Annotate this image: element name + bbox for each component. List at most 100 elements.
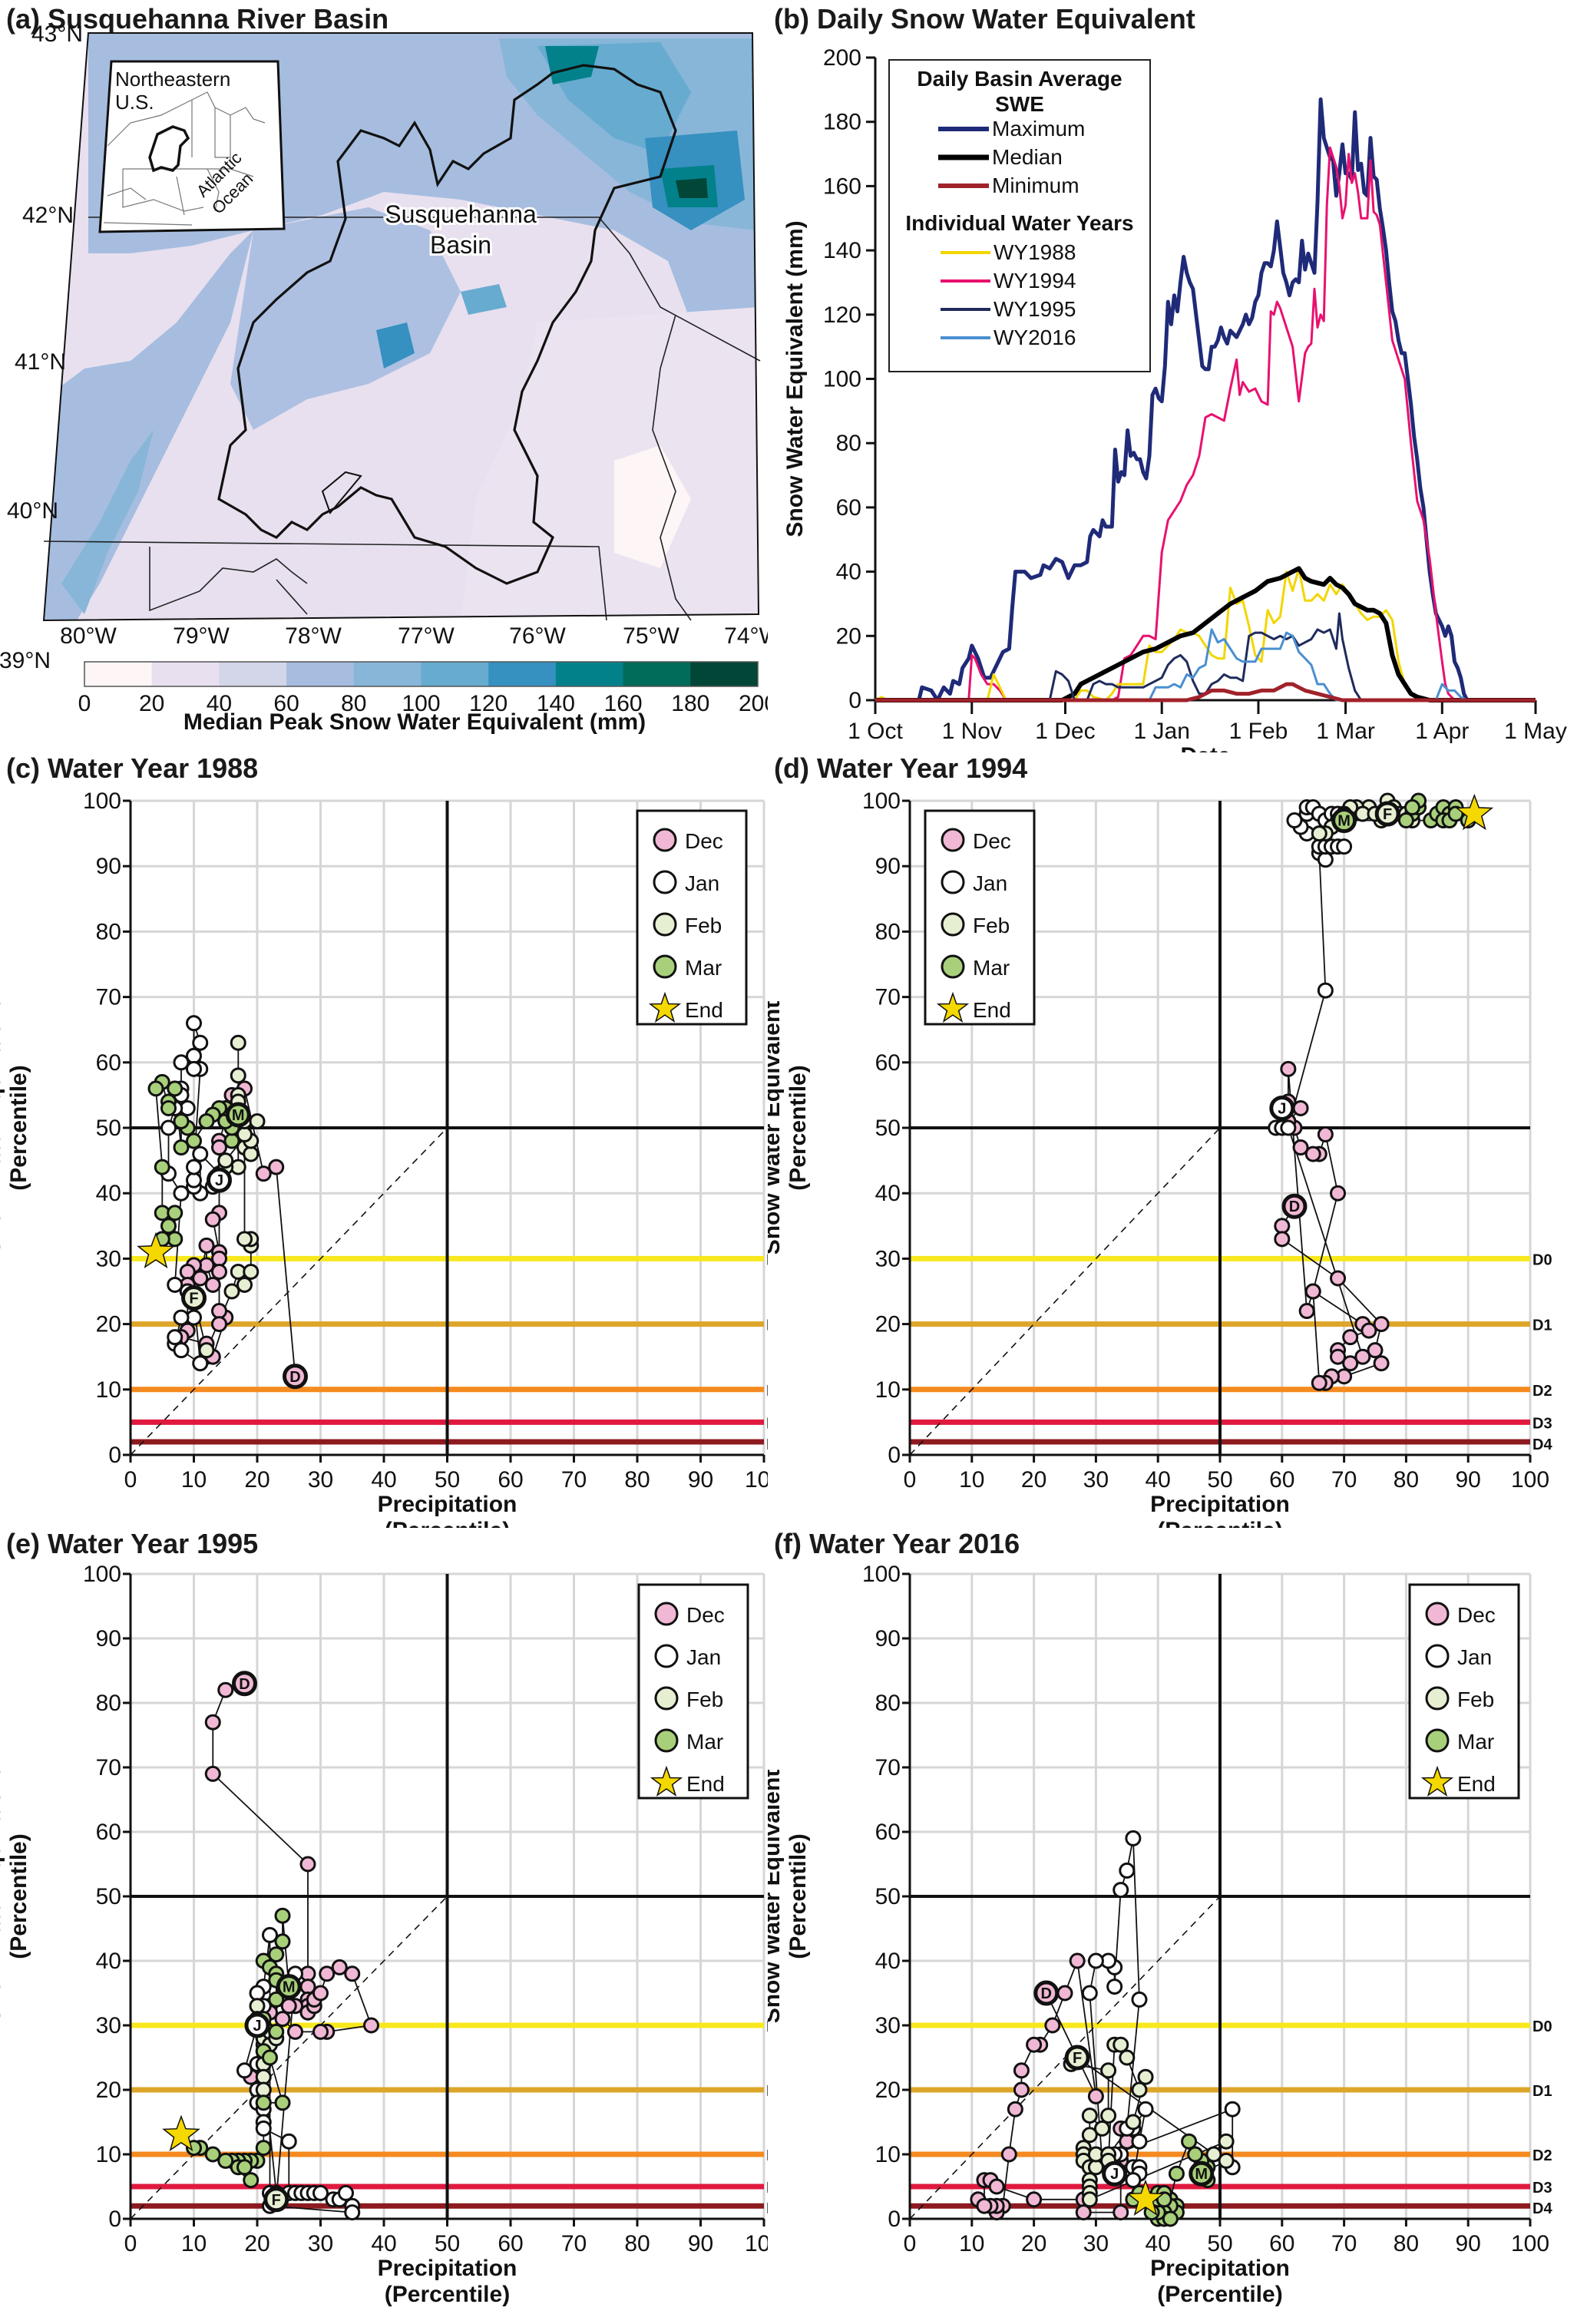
month-start-label: M: [283, 1979, 296, 1996]
point-jan: [186, 1060, 202, 1077]
x-tick-label: 1 Mar: [1316, 719, 1375, 744]
x-tick-label: 80: [1394, 1467, 1419, 1493]
point-mar: [262, 2049, 278, 2066]
y-tick-label: 0: [888, 1443, 901, 1468]
y-axis-title: Snow Water Equivalent (mm): [782, 220, 808, 537]
point-jan: [1113, 1882, 1129, 1899]
x-tick-label: 100: [745, 2231, 768, 2256]
y-tick-label: 10: [875, 1377, 901, 1403]
y-tick-label: 60: [96, 1820, 121, 1845]
x-tick-label: 1 Apr: [1415, 719, 1469, 744]
panel-b-title: (b) Daily Snow Water Equivalent: [774, 3, 1195, 35]
map-central-peak2: [461, 284, 507, 315]
point-dec: [312, 1985, 329, 2002]
legend-marker-dec: [654, 1602, 679, 1626]
x-tick-label: 10: [181, 1467, 207, 1493]
drought-label-d2: D2: [766, 2147, 768, 2164]
drought-label-d0: D0: [1532, 2018, 1552, 2035]
series-line-maximum: [875, 97, 1536, 702]
point-dec: [1361, 1322, 1377, 1339]
drought-label-d0: D0: [766, 1251, 768, 1268]
point-dec: [1354, 1348, 1371, 1365]
month-start-marker: [225, 1102, 251, 1128]
one-to-one-line: [909, 1127, 1221, 1456]
point-mar: [274, 1907, 291, 1924]
y-tick-label: 90: [96, 854, 121, 879]
x-tick-label: 10: [959, 1467, 984, 1493]
point-mar: [173, 1139, 190, 1156]
point-mar: [160, 1218, 177, 1235]
susquehanna-basin-outline: [217, 64, 677, 585]
point-mar: [268, 2023, 285, 2040]
legend-heading-basin: Daily Basin Average: [917, 67, 1122, 91]
point-jan: [186, 1015, 202, 1032]
x-axis-title-line2: (Percentile): [385, 1518, 510, 1528]
drought-label-d2: D2: [766, 1383, 768, 1400]
colorbar-swatch: [84, 662, 153, 686]
point-mar: [167, 1205, 183, 1222]
y-tick-label: 40: [875, 1949, 901, 1974]
x-axis-title-line1: Precipitation: [1150, 1492, 1290, 1517]
month-start-marker: [1374, 801, 1400, 827]
x-tick-label: 40: [371, 2231, 396, 2256]
point-feb: [1137, 2068, 1154, 2085]
scatter-legend: Dec Jan Feb Mar End: [637, 1583, 749, 1800]
point-feb: [1113, 2036, 1129, 2053]
point-jan: [167, 1329, 183, 1346]
point-dec: [1304, 1145, 1321, 1162]
colorbar-title: Median Peak Snow Water Equivalent (mm): [183, 709, 646, 735]
point-mar: [255, 2140, 272, 2157]
legend-label-wy1988: WY1988: [994, 240, 1076, 264]
x-axis-title-line1: Precipitation: [378, 1492, 517, 1517]
drought-label-d2: D2: [1532, 1383, 1552, 1400]
map-svg: 43°N 42°N 41°N 40°N 39°N 80°W 79°W 78°W …: [0, 21, 768, 735]
point-dec: [287, 2023, 303, 2040]
y-tick-label: 100: [862, 788, 901, 814]
y-tick-label: 10: [96, 1377, 121, 1403]
x-tick-label: 80: [1394, 2231, 1419, 2256]
x-tick-label: 10: [959, 2231, 984, 2256]
point-mar: [255, 2094, 272, 2111]
month-start-label: F: [1073, 2050, 1082, 2067]
end-star: [137, 1231, 175, 1269]
x-tick-label: 40: [371, 1467, 396, 1493]
colorbar-swatch: [421, 662, 489, 686]
legend-label-dec: Dec: [973, 829, 1011, 853]
y-tick-label: 160: [823, 174, 861, 199]
legend-marker-feb: [653, 912, 677, 937]
map-state-boundaries: [43, 217, 761, 621]
inset-title-line2: U.S.: [115, 91, 154, 114]
legend-label-dec: Dec: [686, 1603, 725, 1627]
y-tick-label: 90: [875, 1626, 901, 1651]
point-mar: [1187, 2146, 1204, 2163]
y-axis-title-line1: Snow Water Equivalent: [768, 1001, 785, 1255]
lat-40: 40°N: [7, 498, 58, 524]
legend-marker-mar: [941, 954, 965, 979]
legend-marker-jan: [653, 870, 677, 894]
month-start-marker: [207, 1167, 232, 1193]
x-tick-label: 90: [1456, 1467, 1481, 1493]
legend-box: [888, 59, 1151, 372]
legend-label-jan: Jan: [973, 871, 1007, 895]
point-dec: [312, 2023, 329, 2040]
y-tick-label: 20: [875, 2078, 901, 2103]
point-feb: [1205, 2146, 1222, 2163]
map-ridge-west-core: [61, 430, 154, 614]
panel-b: (b) Daily Snow Water Equivalent 0 20 40 60 8…: [768, 0, 1587, 752]
colorbar-swatch: [219, 662, 287, 686]
colorbar-tick-label: 120: [469, 691, 508, 716]
y-tick-label: 0: [848, 688, 861, 713]
month-start-label: M: [1195, 2166, 1208, 2183]
map-frame: [42, 32, 760, 622]
x-tick-label: 90: [688, 1467, 713, 1493]
drought-label-d1: D1: [1532, 2083, 1552, 2100]
legend-label-end: End: [1457, 1772, 1496, 1796]
month-start-marker: [244, 2012, 270, 2038]
y-tick-label: 80: [875, 919, 901, 944]
lon-74: 74°W: [724, 623, 768, 649]
x-tick-label: 80: [624, 1467, 650, 1493]
point-dec: [1311, 1374, 1327, 1391]
x-tick-label: 80: [624, 2231, 650, 2256]
series-line-wy1988: [875, 567, 1536, 702]
month-start-marker: [232, 1671, 257, 1697]
